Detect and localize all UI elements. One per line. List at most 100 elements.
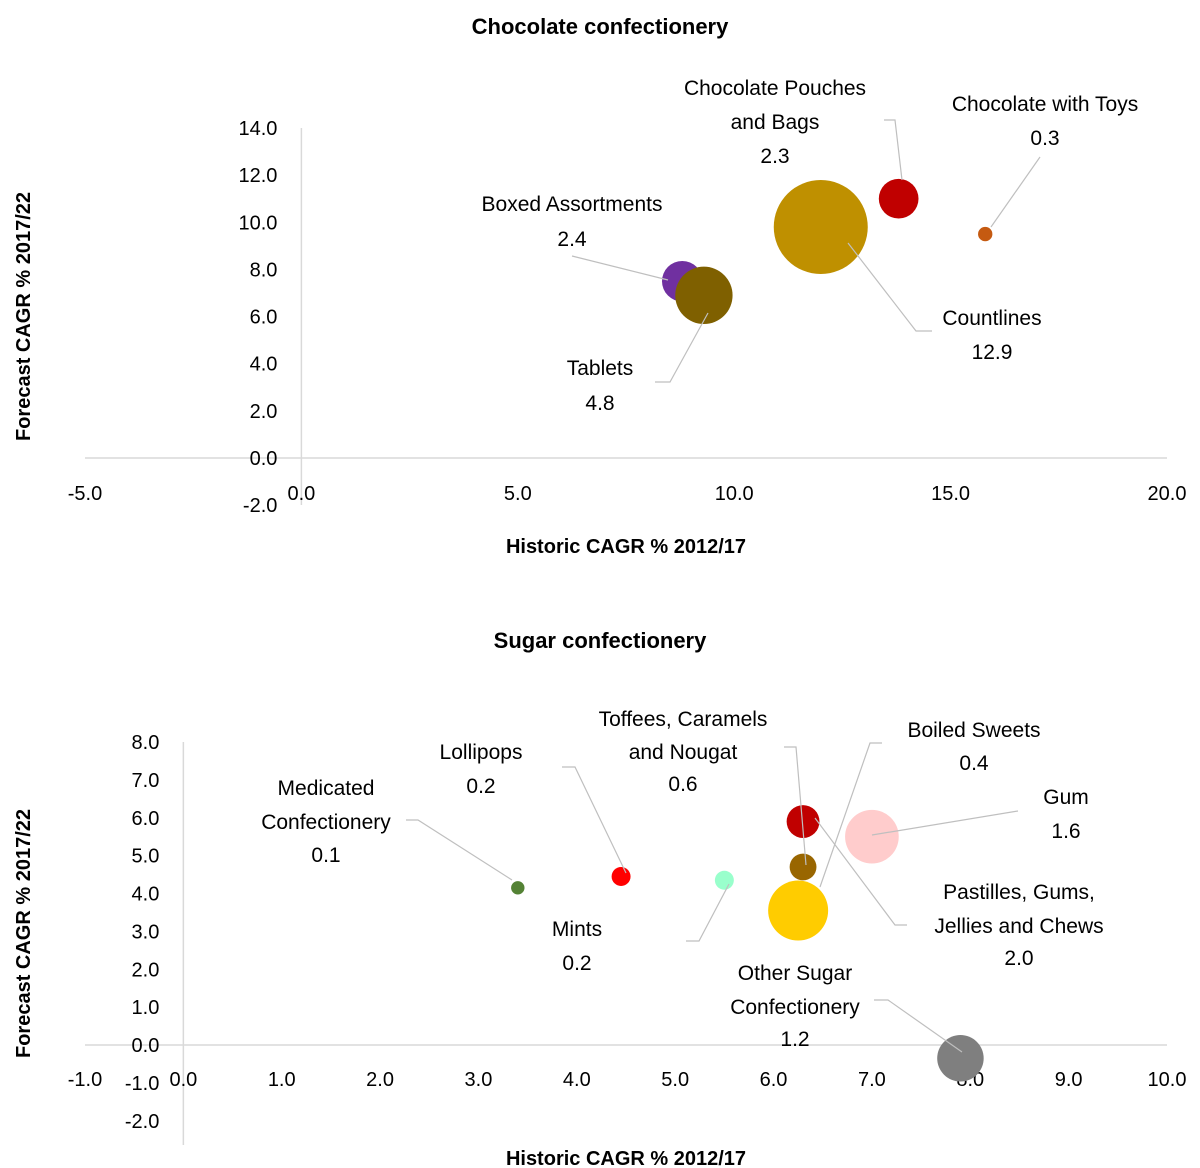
x-tick-label: 7.0: [858, 1069, 886, 1091]
data-label-value: 1.2: [780, 1028, 809, 1051]
y-tick-label: 1.0: [132, 997, 160, 1019]
data-label-line: Countlines: [942, 307, 1041, 330]
y-tick-label: 5.0: [132, 846, 160, 868]
data-label-value: 2.3: [760, 145, 789, 168]
bubble: [845, 809, 899, 864]
data-label-line: Toffees, Caramels: [599, 708, 768, 731]
data-label-value: 1.6: [1051, 820, 1080, 843]
bubble: [768, 880, 829, 941]
data-label-line: Boxed Assortments: [482, 193, 663, 216]
y-tick-label: 14.0: [238, 118, 277, 140]
data-label-value: 0.4: [959, 752, 989, 775]
data-label-name: Boxed Assortments: [482, 193, 663, 216]
y-tick-label: 8.0: [132, 732, 160, 754]
leader-line: [847, 242, 932, 332]
leader-line: [571, 255, 669, 281]
bubble: [786, 805, 820, 838]
data-label-line: Medicated: [278, 777, 375, 800]
x-tick-label: 4.0: [563, 1069, 591, 1091]
data-label-value: 0.3: [1030, 127, 1059, 150]
leader-line: [562, 766, 627, 874]
x-tick-label: -1.0: [68, 1069, 102, 1091]
bubble: [978, 226, 993, 242]
x-axis-title: Historic CAGR % 2012/17: [506, 536, 746, 558]
bubble: [937, 1035, 984, 1082]
bubble: [878, 178, 919, 219]
data-label-value: 4.8: [585, 392, 614, 415]
data-label-name: Chocolate with Toys: [952, 93, 1138, 116]
bubble: [675, 266, 733, 325]
data-label-line: and Bags: [731, 111, 820, 134]
data-label-line: Jellies and Chews: [934, 915, 1103, 938]
data-label-name: Other Sugar Confectionery: [730, 962, 860, 1019]
bubble: [511, 881, 525, 895]
y-tick-label: 7.0: [132, 770, 160, 792]
data-label-value: 0.6: [668, 773, 697, 796]
y-tick-label: -1.0: [125, 1073, 159, 1095]
data-label-name: Mints: [552, 918, 602, 941]
chart-title: Chocolate confectionery: [472, 14, 729, 39]
x-tick-label: 9.0: [1055, 1069, 1083, 1091]
x-tick-label: 0.0: [287, 483, 315, 505]
data-label-line: Gum: [1043, 786, 1089, 809]
leader-line: [819, 742, 882, 888]
data-label-name: Lollipops: [440, 741, 523, 764]
x-tick-label: 5.0: [504, 483, 532, 505]
data-label-line: Mints: [552, 918, 602, 941]
leader-line: [990, 156, 1041, 228]
chart-0: Chocolate confectionery -5.0 0.0 5.0 10.0 15.…: [13, 14, 1186, 558]
data-label-line: Pastilles, Gums,: [943, 881, 1095, 904]
x-tick-label: 1.0: [268, 1069, 296, 1091]
data-label-name: Chocolate Pouches and Bags: [684, 77, 866, 134]
data-label-line: Other Sugar: [738, 962, 852, 985]
leader-line: [874, 999, 963, 1053]
chart-title: Sugar confectionery: [494, 628, 707, 653]
y-tick-label: 12.0: [238, 165, 277, 187]
y-tick-label: 4.0: [132, 884, 160, 906]
y-tick-label: 2.0: [250, 401, 278, 423]
y-tick-label: 8.0: [250, 259, 278, 281]
y-tick-label: 6.0: [250, 307, 278, 329]
x-tick-label: 6.0: [760, 1069, 788, 1091]
x-tick-label: 20.0: [1148, 483, 1187, 505]
leader-line: [871, 810, 1019, 836]
data-label-line: Chocolate Pouches: [684, 77, 866, 100]
x-tick-label: 10.0: [715, 483, 754, 505]
data-label-name: Medicated Confectionery: [261, 777, 391, 834]
y-tick-label: 3.0: [132, 921, 160, 943]
leader-line: [686, 883, 730, 942]
data-label-line: Confectionery: [261, 811, 391, 834]
bubble: [789, 853, 817, 881]
x-tick-label: -5.0: [68, 483, 102, 505]
leader-line: [655, 312, 709, 383]
data-label-value: 0.1: [311, 844, 340, 867]
y-tick-label: 10.0: [238, 212, 277, 234]
y-tick-label: 0.0: [132, 1035, 160, 1057]
y-tick-label: 2.0: [132, 959, 160, 981]
x-tick-label: 5.0: [661, 1069, 689, 1091]
y-tick-label: 0.0: [250, 448, 278, 470]
data-label-line: Lollipops: [440, 741, 523, 764]
x-axis-title: Historic CAGR % 2012/17: [506, 1148, 746, 1168]
data-label-line: Boiled Sweets: [907, 719, 1040, 742]
leader-line: [884, 119, 903, 181]
x-tick-label: 15.0: [931, 483, 970, 505]
x-tick-label: 0.0: [169, 1069, 197, 1091]
leader-line: [814, 817, 907, 926]
y-tick-label: -2.0: [125, 1111, 159, 1133]
bubble: [773, 180, 868, 274]
y-tick-label: 6.0: [132, 808, 160, 830]
data-label-line: Tablets: [567, 357, 634, 380]
y-axis-title: Forecast CAGR % 2017/22: [13, 809, 35, 1058]
data-label-value: 2.0: [1004, 947, 1033, 970]
bubble: [714, 870, 734, 890]
data-label-value: 2.4: [557, 228, 587, 251]
data-label-name: Tablets: [567, 357, 634, 380]
data-label-name: Gum: [1043, 786, 1089, 809]
y-axis-title: Forecast CAGR % 2017/22: [13, 192, 35, 441]
y-tick-label: 4.0: [250, 354, 278, 376]
leader-line: [406, 819, 513, 881]
data-label-line: and Nougat: [629, 741, 738, 764]
chart-1: Sugar confectionery -1.0 0.0 1.0 2.0 3.0 4.0 5.…: [13, 628, 1186, 1168]
